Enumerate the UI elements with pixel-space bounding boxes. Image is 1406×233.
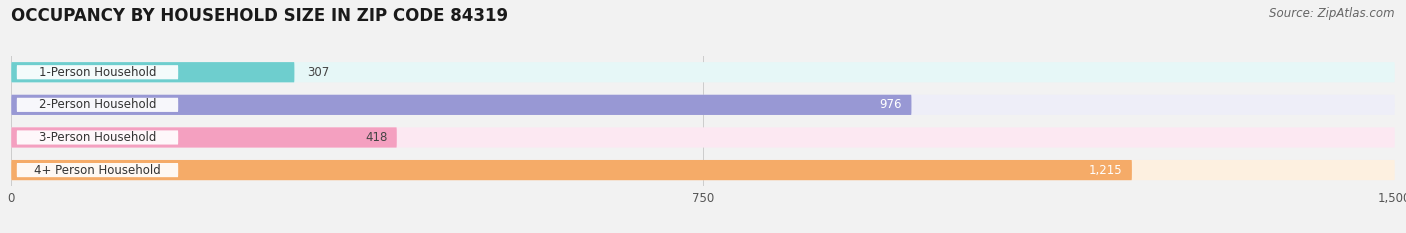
Text: 418: 418 [366,131,388,144]
Text: 976: 976 [880,98,903,111]
FancyBboxPatch shape [17,130,179,144]
Text: 2-Person Household: 2-Person Household [39,98,156,111]
Text: 307: 307 [308,66,329,79]
Text: Source: ZipAtlas.com: Source: ZipAtlas.com [1270,7,1395,20]
FancyBboxPatch shape [11,127,1395,147]
FancyBboxPatch shape [11,95,1395,115]
FancyBboxPatch shape [11,160,1132,180]
FancyBboxPatch shape [11,127,396,147]
FancyBboxPatch shape [11,95,911,115]
Text: 1-Person Household: 1-Person Household [39,66,156,79]
FancyBboxPatch shape [17,98,179,112]
Text: 3-Person Household: 3-Person Household [39,131,156,144]
FancyBboxPatch shape [11,62,1395,82]
Text: 1,215: 1,215 [1090,164,1122,177]
FancyBboxPatch shape [17,65,179,79]
FancyBboxPatch shape [17,163,179,177]
FancyBboxPatch shape [11,62,294,82]
Text: 4+ Person Household: 4+ Person Household [34,164,160,177]
Text: OCCUPANCY BY HOUSEHOLD SIZE IN ZIP CODE 84319: OCCUPANCY BY HOUSEHOLD SIZE IN ZIP CODE … [11,7,509,25]
FancyBboxPatch shape [11,160,1395,180]
